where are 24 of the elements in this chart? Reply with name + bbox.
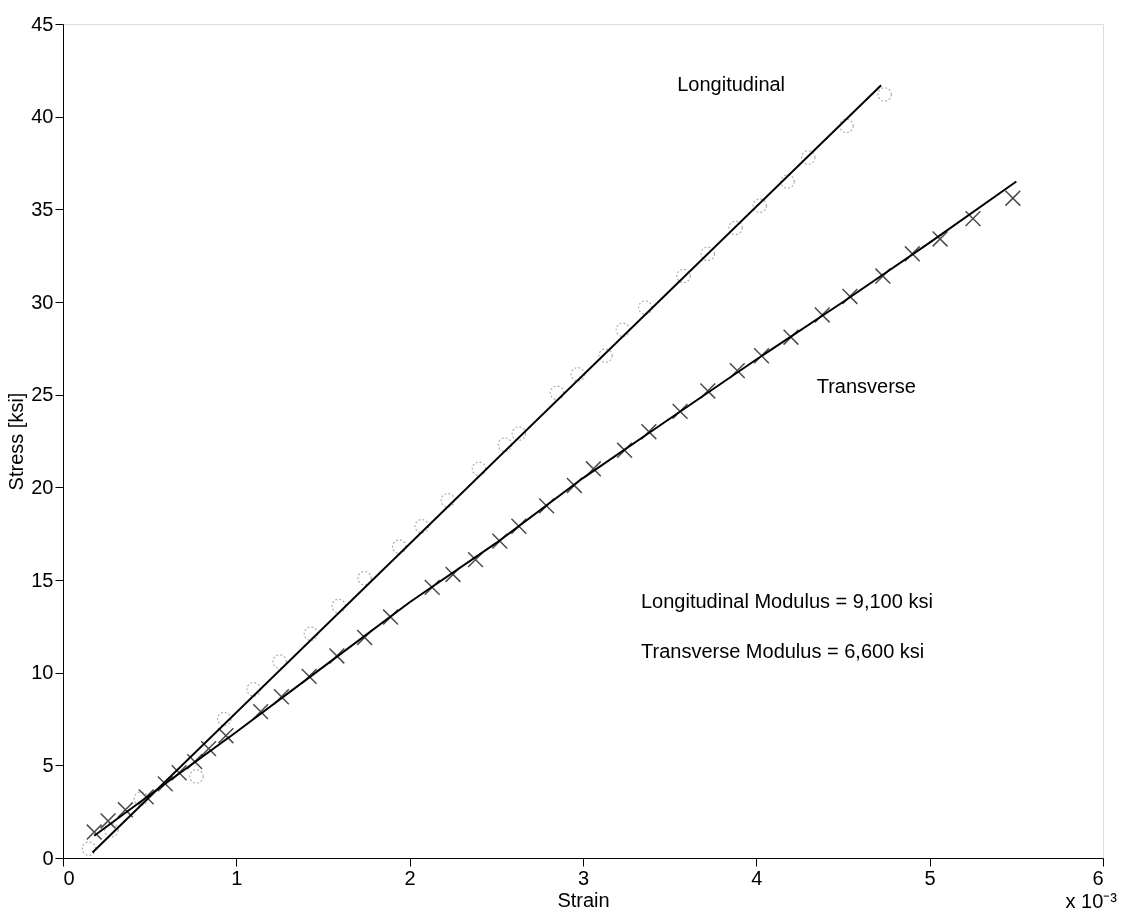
y-tick-label: 45 — [31, 12, 54, 35]
y-axis-title: Stress [ksi] — [5, 392, 28, 491]
x-tick-label: 5 — [924, 866, 936, 889]
x-tick-label: 2 — [404, 866, 416, 889]
x-axis-title: Strain — [557, 888, 610, 911]
y-tick-label: 20 — [31, 475, 54, 498]
annotation: Longitudinal Modulus = 9,100 ksi — [641, 590, 933, 612]
y-tick-label: 30 — [31, 290, 54, 313]
x-tick-label: 3 — [577, 866, 590, 889]
y-tick-label: 10 — [31, 661, 54, 684]
text: Transverse — [816, 374, 916, 397]
y-tick-label: 35 — [31, 197, 54, 220]
x-tick-label: 4 — [751, 866, 763, 889]
x-tick-label: 0 — [63, 866, 75, 889]
text: Longitudinal — [677, 73, 786, 96]
y-tick-label: 25 — [31, 383, 54, 406]
y-tick-label: 5 — [42, 753, 54, 776]
text: x 10⁻³ — [1065, 890, 1118, 912]
y-tick-label: 40 — [31, 105, 54, 128]
annotation: Transverse Modulus = 6,600 ksi — [641, 640, 925, 662]
y-tick-label: 0 — [42, 846, 54, 869]
x-tick-label: 6 — [1092, 866, 1104, 889]
y-tick-label: 15 — [31, 568, 54, 591]
x-tick-label: 1 — [231, 866, 243, 889]
